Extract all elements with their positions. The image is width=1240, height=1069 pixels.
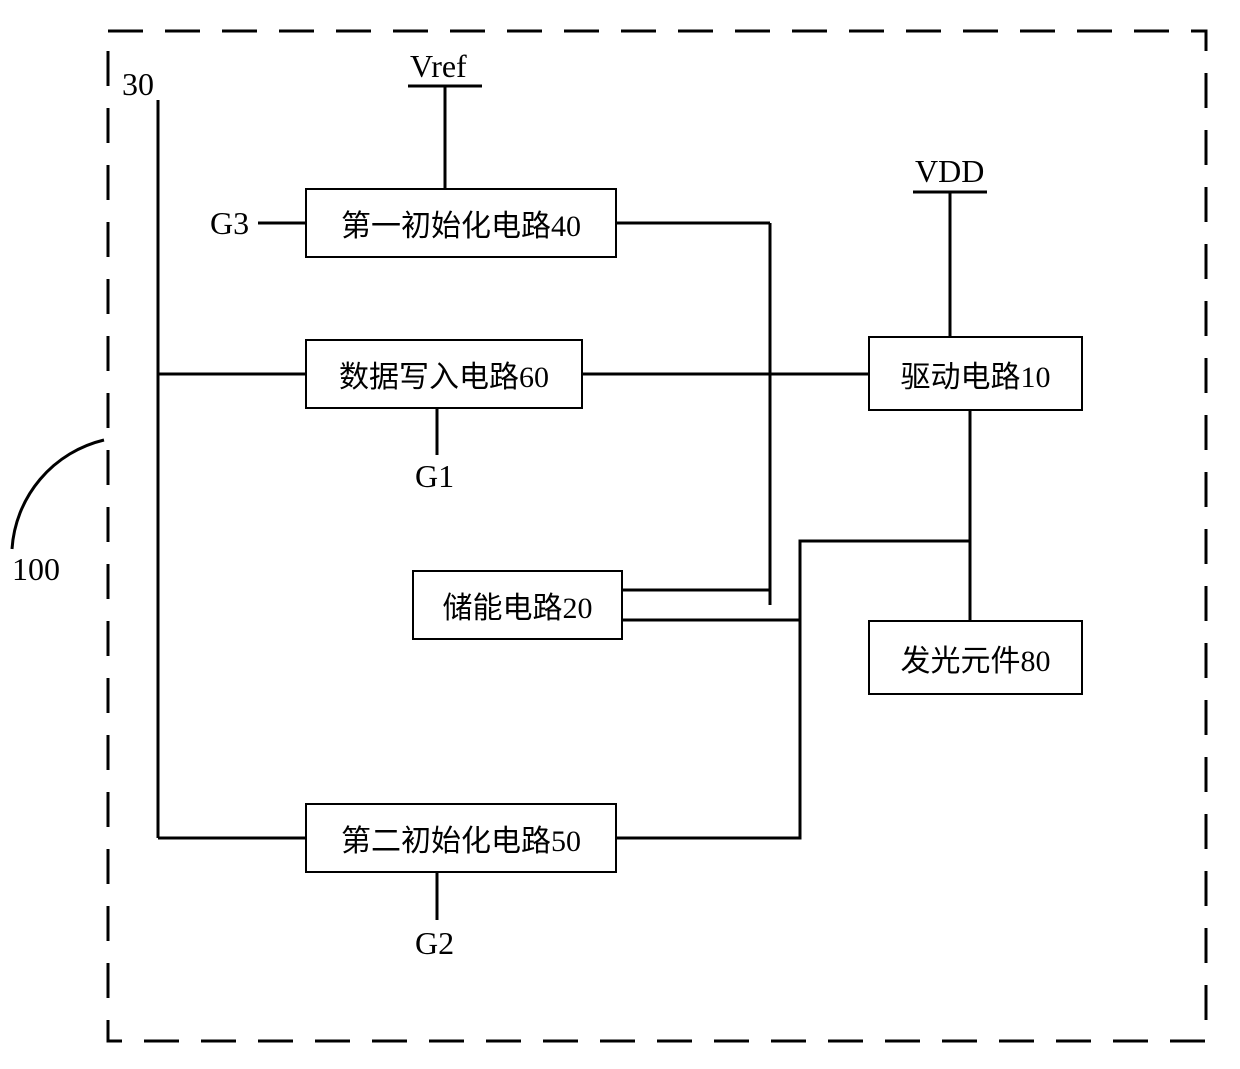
label-g1: G1 <box>415 458 454 495</box>
label-g3: G3 <box>210 205 249 242</box>
label-30: 30 <box>122 66 154 103</box>
label-vdd: VDD <box>915 153 984 190</box>
block-label: 第二初始化电路50 <box>341 816 581 860</box>
diagram-root: 第一初始化电路40 数据写入电路60 储能电路20 第二初始化电路50 驱动电路… <box>0 0 1240 1069</box>
block-data-write-circuit-60: 数据写入电路60 <box>305 339 583 409</box>
block-first-init-circuit-40: 第一初始化电路40 <box>305 188 617 258</box>
block-energy-storage-circuit-20: 储能电路20 <box>412 570 623 640</box>
block-second-init-circuit-50: 第二初始化电路50 <box>305 803 617 873</box>
label-vref: Vref <box>410 48 467 85</box>
block-label: 驱动电路10 <box>901 352 1051 396</box>
block-label: 数据写入电路60 <box>339 352 549 396</box>
wiring-layer <box>0 0 1240 1069</box>
label-g2: G2 <box>415 925 454 962</box>
block-label: 储能电路20 <box>443 583 593 627</box>
block-label: 第一初始化电路40 <box>341 201 581 245</box>
block-label: 发光元件80 <box>901 636 1051 680</box>
block-drive-circuit-10: 驱动电路10 <box>868 336 1083 411</box>
label-100: 100 <box>12 551 60 588</box>
block-light-emitting-element-80: 发光元件80 <box>868 620 1083 695</box>
